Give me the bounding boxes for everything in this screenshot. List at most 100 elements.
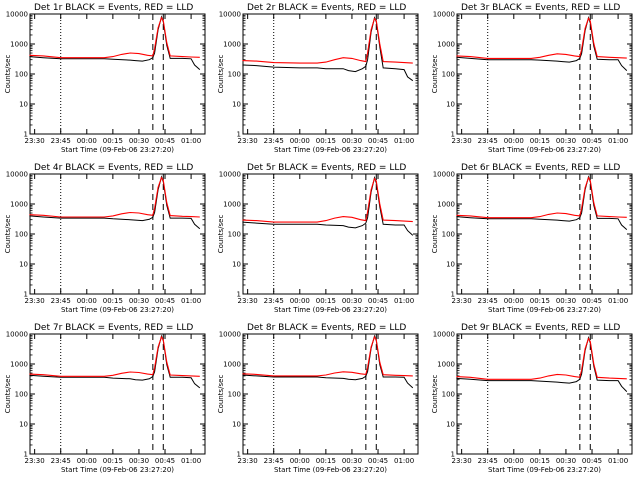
x-tick-label: 23:30 (238, 297, 258, 305)
y-tick-label: 1000 (10, 361, 28, 369)
x-tick-label: 01:00 (394, 137, 414, 145)
y-tick-label: 1 (450, 451, 454, 459)
x-tick-label: 23:45 (264, 297, 284, 305)
x-tick-label: 00:15 (103, 297, 123, 305)
events-series-line (29, 334, 201, 389)
x-tick-label: 23:45 (51, 137, 71, 145)
x-tick-label: 00:00 (290, 457, 310, 465)
x-tick-label: 23:30 (25, 137, 45, 145)
y-tick-label: 1 (237, 131, 241, 139)
x-axis-label: Start Time (09-Feb-06 23:27:20) (488, 466, 601, 474)
x-tick-label: 23:30 (451, 137, 471, 145)
y-tick-label: 10 (19, 421, 28, 429)
y-tick-label: 100 (228, 391, 241, 399)
y-tick-label: 10 (232, 421, 241, 429)
x-tick-label: 23:30 (451, 297, 471, 305)
y-tick-label: 100 (15, 391, 28, 399)
lld-series-line (456, 176, 627, 219)
y-tick-label: 1 (450, 291, 454, 299)
y-tick-label: 1000 (437, 201, 455, 209)
lld-series-line (29, 16, 200, 59)
y-tick-label: 1000 (224, 201, 242, 209)
panel-title: Det 6r BLACK = Events, RED = LLD (461, 163, 620, 173)
y-axis-label: Counts/sec (4, 215, 12, 254)
y-tick-label: 100 (441, 231, 454, 239)
y-tick-label: 10 (446, 261, 455, 269)
x-tick-label: 23:45 (477, 137, 497, 145)
panel-title: Det 2r BLACK = Events, RED = LLD (247, 3, 406, 13)
x-axis-label: Start Time (09-Feb-06 23:27:20) (488, 146, 601, 154)
y-tick-label: 10 (232, 101, 241, 109)
x-tick-label: 23:30 (25, 457, 45, 465)
y-tick-label: 10000 (432, 11, 454, 19)
x-tick-label: 01:00 (181, 457, 201, 465)
y-tick-label: 10000 (432, 331, 454, 339)
panel-title: Det 8r BLACK = Events, RED = LLD (247, 323, 406, 333)
detector-panel: Det 1r BLACK = Events, RED = LLD 1 10 100 10… (4, 3, 206, 154)
x-tick-label: 23:45 (264, 137, 284, 145)
x-tick-label: 00:00 (290, 297, 310, 305)
y-tick-label: 10000 (6, 171, 28, 179)
x-tick-label: 00:30 (342, 137, 362, 145)
x-tick-label: 00:15 (103, 137, 123, 145)
y-tick-label: 100 (441, 71, 454, 79)
x-tick-label: 00:45 (155, 457, 175, 465)
events-series-line (242, 16, 414, 82)
plot-frame (242, 173, 419, 295)
plot-frame (29, 173, 206, 295)
x-axis-label: Start Time (09-Feb-06 23:27:20) (61, 466, 174, 474)
y-axis-label: Counts/sec (217, 55, 225, 94)
detector-panel: Det 8r BLACK = Events, RED = LLD 1 10 100 10… (217, 323, 419, 474)
y-tick-label: 10 (19, 261, 28, 269)
x-tick-label: 00:15 (529, 297, 549, 305)
y-tick-label: 100 (441, 391, 454, 399)
detector-panel: Det 3r BLACK = Events, RED = LLD 1 10 100 10… (431, 3, 633, 154)
x-tick-label: 00:15 (316, 297, 336, 305)
x-axis-label: Start Time (09-Feb-06 23:27:20) (61, 306, 174, 314)
x-axis-label: Start Time (09-Feb-06 23:27:20) (274, 466, 387, 474)
panel-title: Det 3r BLACK = Events, RED = LLD (461, 3, 620, 13)
x-tick-label: 00:30 (342, 297, 362, 305)
plot-frame (29, 13, 206, 135)
plot-frame (456, 333, 633, 455)
y-tick-label: 1 (237, 291, 241, 299)
y-tick-label: 10000 (6, 331, 28, 339)
x-tick-label: 00:45 (368, 137, 388, 145)
x-tick-label: 01:00 (608, 457, 628, 465)
y-tick-label: 1000 (224, 41, 242, 49)
events-series-line (29, 15, 201, 70)
x-tick-label: 23:45 (264, 457, 284, 465)
x-axis-label: Start Time (09-Feb-06 23:27:20) (274, 146, 387, 154)
x-tick-label: 23:30 (238, 137, 258, 145)
y-axis-label: Counts/sec (4, 55, 12, 94)
x-axis-label: Start Time (09-Feb-06 23:27:20) (274, 306, 387, 314)
events-series-line (29, 175, 201, 230)
y-axis-label: Counts/sec (431, 375, 439, 414)
x-tick-label: 00:45 (582, 457, 602, 465)
events-series-line (456, 335, 627, 392)
y-tick-label: 1 (450, 131, 454, 139)
x-tick-label: 00:15 (316, 137, 336, 145)
lld-series-line (242, 177, 414, 223)
x-tick-label: 00:15 (529, 137, 549, 145)
x-tick-label: 01:00 (608, 137, 628, 145)
lld-series-line (29, 176, 200, 218)
y-tick-label: 1000 (10, 41, 28, 49)
panel-title: Det 4r BLACK = Events, RED = LLD (34, 163, 193, 173)
x-tick-label: 23:45 (51, 457, 71, 465)
x-tick-label: 00:00 (503, 137, 523, 145)
y-tick-label: 1000 (10, 201, 28, 209)
x-tick-label: 00:30 (129, 297, 149, 305)
y-tick-label: 10 (446, 421, 455, 429)
y-axis-label: Counts/sec (431, 215, 439, 254)
y-tick-label: 10 (19, 101, 28, 109)
x-tick-label: 23:30 (25, 297, 45, 305)
panel-title: Det 5r BLACK = Events, RED = LLD (247, 163, 406, 173)
events-series-line (456, 175, 627, 230)
x-tick-label: 01:00 (394, 457, 414, 465)
x-tick-label: 00:30 (556, 137, 576, 145)
y-tick-label: 1 (237, 451, 241, 459)
y-axis-label: Counts/sec (217, 375, 225, 414)
y-tick-label: 1 (24, 451, 28, 459)
